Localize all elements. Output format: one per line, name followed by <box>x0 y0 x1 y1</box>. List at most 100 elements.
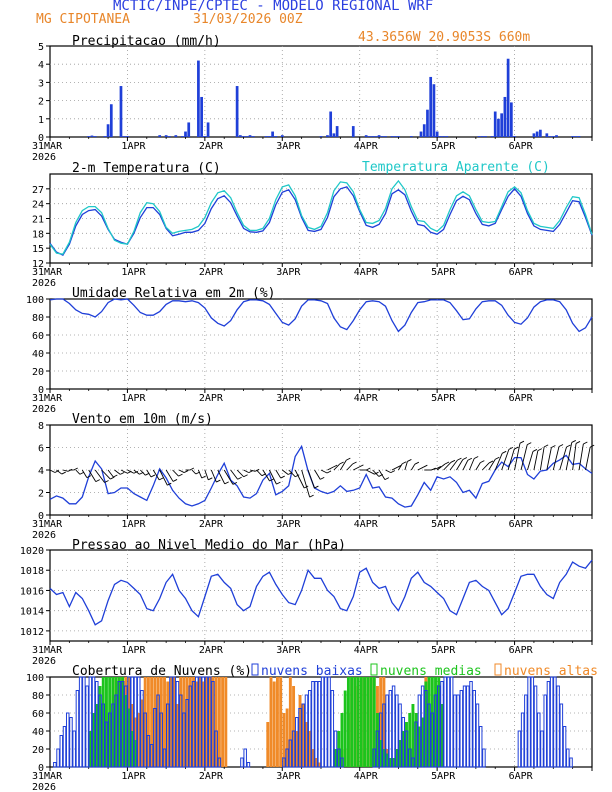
cloud-bar-nuvens-baixas <box>75 690 80 768</box>
precip-bar <box>380 136 384 137</box>
cloud-bar-nuvens-altas <box>169 677 173 767</box>
pressure-ytick-label: 1012 <box>20 627 44 638</box>
wind-barb <box>133 469 140 475</box>
cloud-bar-nuvens-baixas <box>475 703 480 768</box>
wind-barb <box>165 469 174 482</box>
cloud-bar-nuvens-altas <box>188 677 192 767</box>
precip-xtick-label: 2APR <box>199 141 224 152</box>
wind-barb-tip <box>201 475 206 479</box>
wind-barb <box>101 469 111 480</box>
cloud-bar-nuvens-baixas <box>546 681 551 768</box>
cloud-bar-nuvens-altas <box>163 677 166 767</box>
cloud-bar-nuvens-baixas <box>482 748 486 768</box>
cloud-bar-nuvens-baixas <box>120 681 125 768</box>
wind-barb <box>140 469 146 476</box>
cloud-bar-nuvens-altas <box>211 677 215 767</box>
precip-bar <box>535 131 539 137</box>
wind-barb-tip <box>332 464 338 468</box>
cloud-bar-nuvens-baixas <box>178 694 183 768</box>
precip-bar <box>206 122 210 137</box>
cloud-bar-nuvens-medias <box>127 708 131 767</box>
precip-bar <box>497 118 500 137</box>
precip-bar <box>119 86 123 137</box>
cloud-bar-nuvens-altas <box>172 677 176 767</box>
cloud-bar-nuvens-altas <box>201 681 205 767</box>
wind-barb-tip <box>269 478 274 482</box>
clouds-ytick-label: 0 <box>38 763 44 774</box>
clouds-ytick-label: 80 <box>32 691 44 702</box>
cloud-bar-nuvens-altas <box>275 677 279 767</box>
pressure-xtick-label: 2APR <box>199 645 224 656</box>
precip-bar <box>429 76 433 137</box>
wind-barb-tip <box>519 440 525 444</box>
cloud-bar-nuvens-baixas <box>420 685 425 768</box>
precip-bar <box>280 135 284 137</box>
cloud-bar-nuvens-medias <box>111 677 115 767</box>
wind-barb-tip <box>61 471 66 475</box>
wind-barb <box>507 448 515 471</box>
precip-ytick-label: 5 <box>38 42 44 53</box>
wind-barb-tip <box>150 474 156 478</box>
cloud-bar-nuvens-baixas <box>556 685 560 768</box>
cloud-bar-nuvens-medias <box>405 722 408 767</box>
precip-bar <box>329 111 333 137</box>
wind-barb-tip <box>183 470 189 473</box>
precip-bar <box>545 133 549 137</box>
pressure-ytick-label: 1018 <box>20 566 44 577</box>
cloud-bar-nuvens-baixas <box>217 757 222 768</box>
wind-barb <box>488 459 496 471</box>
precip-bar <box>245 136 249 137</box>
cloud-bar-nuvens-altas <box>382 677 386 767</box>
cloud-bar-nuvens-medias <box>363 677 367 767</box>
cloud-bar-nuvens-baixas <box>440 681 444 768</box>
cloud-bar-nuvens-baixas <box>562 726 567 768</box>
wind-barb-tip <box>243 474 248 478</box>
cloud-bar-nuvens-baixas <box>378 712 383 768</box>
cloud-bar-nuvens-altas <box>214 677 218 767</box>
cloud-bar-nuvens-medias <box>343 690 347 767</box>
cloud-bar-nuvens-baixas <box>243 748 247 768</box>
cloud-bar-nuvens-medias <box>440 704 444 767</box>
cloud-bar-nuvens-baixas <box>472 690 477 768</box>
cloud-bar-nuvens-baixas <box>530 676 535 768</box>
wind-barb-tip <box>532 449 538 452</box>
cloud-bar-nuvens-altas <box>198 677 202 767</box>
wind-barb-tip <box>436 466 442 469</box>
cloud-bar-nuvens-medias <box>392 758 396 767</box>
cloud-bar-nuvens-baixas <box>130 676 135 768</box>
temp-xtick-label: 1APR <box>121 267 146 278</box>
cloud-bar-nuvens-baixas <box>411 757 415 768</box>
cloud-bar-nuvens-medias <box>385 753 389 767</box>
cloud-bar-nuvens-medias <box>108 677 112 767</box>
precip-bar <box>509 102 513 137</box>
cloud-bar-nuvens-baixas <box>114 694 118 768</box>
precip-bar <box>248 135 252 137</box>
cloud-bar-nuvens-baixas <box>140 690 144 768</box>
precip-bar <box>377 135 381 137</box>
cloud-bar-nuvens-medias <box>350 677 354 767</box>
wind-barb <box>204 469 209 480</box>
wind-barb-tip <box>295 474 300 478</box>
cloud-bar-nuvens-baixas <box>569 757 573 768</box>
cloud-bar-nuvens-baixas <box>211 681 215 768</box>
wind-barb-tip <box>501 450 507 454</box>
cloud-bar-nuvens-medias <box>114 677 118 767</box>
precip-bar <box>197 60 200 138</box>
cloud-legend-label: nuvens medias <box>380 664 482 679</box>
cloud-bar-nuvens-baixas <box>298 708 302 768</box>
temp-ytick-label: 15 <box>32 244 44 255</box>
cloud-bar-nuvens-altas <box>153 677 157 767</box>
wind-barb-tip <box>508 446 514 450</box>
cloud-legend-box <box>251 663 259 676</box>
wind-barb <box>443 462 452 471</box>
cloud-bar-nuvens-medias <box>382 749 386 767</box>
precip-bar <box>442 136 445 137</box>
precip-bar <box>332 133 336 137</box>
cloud-bar-nuvens-baixas <box>95 681 99 768</box>
wind-barb <box>275 469 282 479</box>
clouds-xtick-label: 3APR <box>276 771 301 782</box>
wind-barb-tip <box>467 457 473 461</box>
cloud-bar-nuvens-baixas <box>520 712 525 768</box>
rh-xtick-label: 5APR <box>431 393 456 404</box>
precip-bar <box>103 136 107 137</box>
